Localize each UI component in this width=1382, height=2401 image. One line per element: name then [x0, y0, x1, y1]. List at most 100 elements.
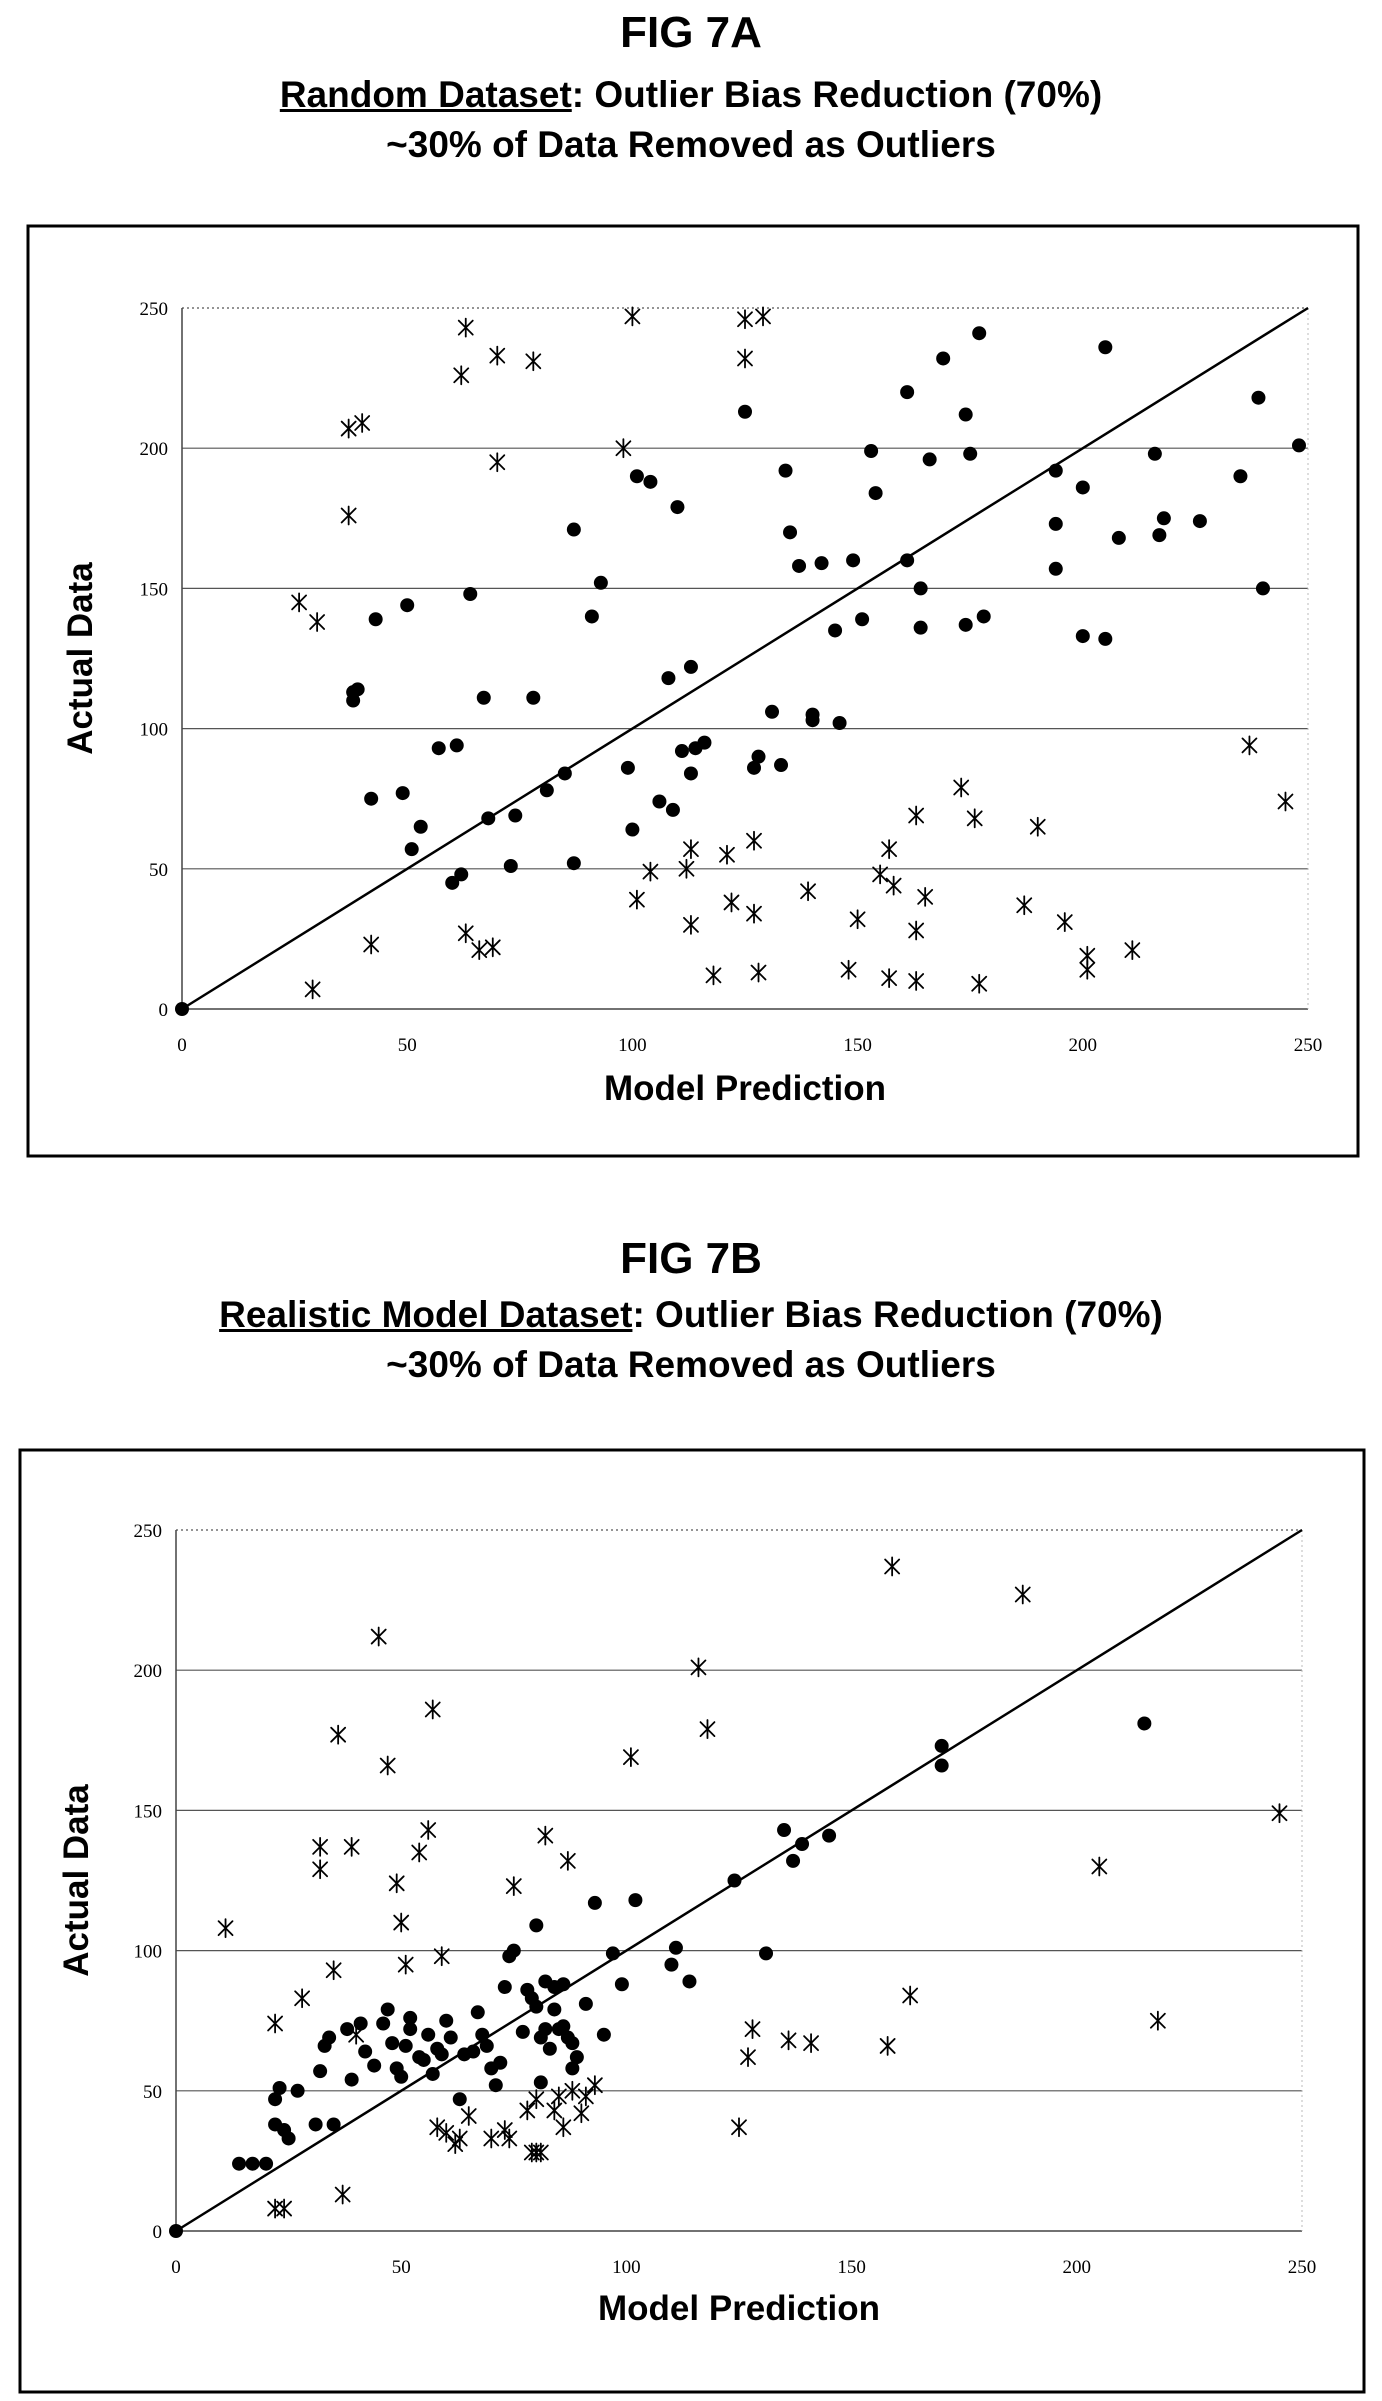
data-point-dot [972, 326, 987, 341]
data-point-asterisk [872, 864, 889, 885]
data-point-dot [169, 2224, 183, 2238]
data-point-asterisk [881, 839, 898, 860]
data-point-dot [367, 2058, 382, 2073]
data-point-dot [1251, 390, 1266, 405]
fig-7b-dataset-name: Realistic Model Dataset [219, 1294, 633, 1335]
data-point-asterisk [312, 1859, 329, 1880]
data-point-asterisk [325, 1960, 342, 1981]
data-point-dot [620, 760, 635, 775]
data-point-dot [281, 2131, 296, 2146]
data-point-dot [463, 587, 478, 602]
data-point-dot [493, 2055, 508, 2070]
data-point-asterisk [740, 2047, 756, 2068]
data-point-dot [765, 704, 780, 719]
data-point-dot [466, 2044, 481, 2059]
data-point-dot [774, 758, 789, 773]
data-point-dot [596, 2027, 611, 2042]
fig-7b-title: FIG 7B [620, 1234, 762, 1283]
data-point-asterisk [457, 923, 474, 944]
data-point-asterisk [746, 903, 762, 924]
data-point-asterisk [1079, 959, 1096, 980]
data-point-dot [272, 2080, 287, 2095]
data-point-dot [313, 2064, 328, 2079]
data-point-dot [1233, 469, 1248, 484]
data-point-dot [268, 2092, 283, 2107]
fig-7b-scatter-chart: 0 50 100 150 200 250 0 50 100 150 200 250 Model Pred… [57, 1521, 1316, 2328]
data-point-dot [683, 659, 698, 674]
data-point-dot [508, 808, 523, 823]
data-point-dot [175, 1002, 189, 1016]
fig-7a-frame [26, 224, 1360, 1158]
x-tick-label: 250 [1294, 1035, 1323, 1056]
data-point-asterisk [363, 934, 380, 955]
data-point-dot [385, 2036, 400, 2051]
data-point-asterisk [1016, 895, 1033, 916]
data-point-asterisk [348, 2024, 365, 2045]
data-point-dot [1137, 1716, 1152, 1731]
data-point-asterisk [294, 1988, 311, 2009]
data-point-dot [1098, 631, 1113, 646]
data-point-dot [529, 1918, 544, 1933]
data-point-dot [503, 858, 518, 873]
data-point-asterisk [424, 1699, 441, 1720]
data-point-dot [1098, 340, 1113, 355]
y-tick-label: 100 [140, 720, 169, 741]
data-point-asterisk [624, 306, 641, 327]
data-point-asterisk [489, 452, 506, 473]
data-point-asterisk [908, 920, 925, 941]
data-point-asterisk [528, 2089, 545, 2110]
data-point-asterisk [276, 2198, 292, 2219]
data-point-dot [539, 783, 554, 798]
data-point-asterisk [744, 2019, 761, 2040]
data-point-asterisk [573, 2103, 590, 2124]
data-point-asterisk [489, 345, 506, 366]
fig-7a-subtitle-line2: ~30% of Data Removed as Outliers [386, 124, 996, 165]
data-point-asterisk [881, 968, 898, 989]
data-point-asterisk [1271, 1803, 1288, 1824]
data-point-dot [1291, 438, 1306, 453]
x-axis-title: Model Prediction [604, 1069, 886, 1108]
data-point-asterisk [304, 979, 321, 1000]
data-point-dot [376, 2016, 391, 2031]
data-point-asterisk [550, 2086, 567, 2107]
data-point-dot [443, 2030, 458, 2045]
data-point-dot [475, 2027, 490, 2042]
data-point-dot [922, 452, 937, 467]
data-point-dot [445, 875, 460, 890]
data-point-dot [431, 741, 446, 756]
data-point-dot [584, 609, 599, 624]
data-point-asterisk [334, 2184, 351, 2205]
y-tick-label: 0 [153, 2222, 163, 2243]
data-point-dot [452, 2092, 467, 2107]
data-point-dot [497, 1980, 512, 1995]
data-point-dot [344, 2072, 359, 2087]
data-point-asterisk [312, 1836, 329, 1857]
x-tick-label: 100 [612, 2257, 641, 2278]
data-point-asterisk [755, 306, 771, 327]
x-tick-label: 200 [1069, 1035, 1098, 1056]
data-point-dot [398, 2038, 413, 2053]
data-point-asterisk [1029, 816, 1046, 837]
data-point-dot [828, 623, 843, 638]
x-tick-label: 200 [1063, 2257, 1092, 2278]
data-point-dot [855, 612, 870, 627]
x-tick-label: 150 [843, 1035, 872, 1056]
data-point-dot [232, 2156, 247, 2171]
y-tick-label: 50 [149, 860, 168, 881]
data-point-dot [664, 1957, 679, 1972]
data-point-asterisk [683, 914, 699, 935]
data-point-dot [454, 867, 469, 882]
data-point-asterisk [586, 2075, 603, 2096]
data-point-dot [913, 620, 928, 635]
data-point-asterisk [559, 1850, 576, 1871]
data-point-asterisk [564, 2080, 581, 2101]
data-point-asterisk [885, 875, 902, 896]
data-point-asterisk [501, 2128, 518, 2149]
data-point-asterisk [690, 1657, 707, 1678]
data-point-asterisk [379, 1755, 396, 1776]
data-point-asterisk [1056, 912, 1073, 932]
data-point-dot [759, 1946, 774, 1961]
data-point-asterisk [1241, 735, 1258, 756]
fig-7a-subtitle: Random Dataset: Outlier Bias Reduction (… [0, 74, 1382, 116]
data-point-dot [976, 609, 991, 624]
